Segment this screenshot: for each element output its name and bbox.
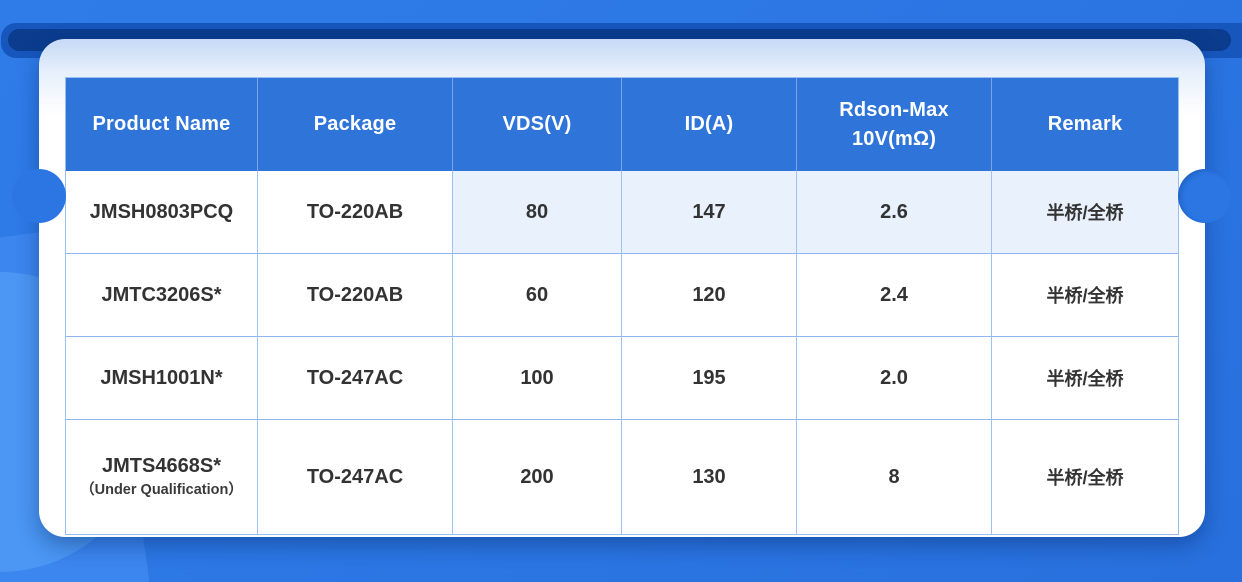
cell-id: 120 xyxy=(622,254,797,337)
cell-remark: 半桥/全桥 xyxy=(992,171,1178,254)
cell-rdson: 8 xyxy=(797,420,992,534)
column-header-package: Package xyxy=(258,78,453,171)
cell-product-name: JMSH0803PCQ xyxy=(66,171,258,254)
ticket-notch-right xyxy=(1178,169,1232,223)
column-header-vds: VDS(V) xyxy=(453,78,622,171)
column-header-rdson: Rdson-Max 10V(mΩ) xyxy=(797,78,992,171)
cell-package: TO-220AB xyxy=(258,171,453,254)
column-header-product-name: Product Name xyxy=(66,78,258,171)
cell-product-name: JMSH1001N* xyxy=(66,337,258,420)
cell-remark: 半桥/全桥 xyxy=(992,337,1178,420)
product-qualification-note: （Under Qualification） xyxy=(80,482,243,498)
column-header-rdson-line1: Rdson-Max xyxy=(839,98,949,121)
cell-vds: 80 xyxy=(453,171,622,254)
cell-package: TO-247AC xyxy=(258,337,453,420)
cell-product-name: JMTC3206S* xyxy=(66,254,258,337)
column-header-id: ID(A) xyxy=(622,78,797,171)
spec-card: Product Name Package VDS(V) ID(A) Rdson-… xyxy=(39,39,1205,537)
cell-remark: 半桥/全桥 xyxy=(992,254,1178,337)
cell-id: 130 xyxy=(622,420,797,534)
cell-product-name: JMTS4668S* （Under Qualification） xyxy=(66,420,258,534)
cell-package: TO-220AB xyxy=(258,254,453,337)
cell-remark: 半桥/全桥 xyxy=(992,420,1178,534)
product-spec-table: Product Name Package VDS(V) ID(A) Rdson-… xyxy=(65,77,1179,535)
product-name-text: JMTS4668S* xyxy=(102,455,221,477)
cell-package: TO-247AC xyxy=(258,420,453,534)
cell-rdson: 2.6 xyxy=(797,171,992,254)
column-header-rdson-line2: 10V(mΩ) xyxy=(851,127,937,150)
column-header-remark: Remark xyxy=(992,78,1178,171)
cell-vds: 60 xyxy=(453,254,622,337)
cell-id: 147 xyxy=(622,171,797,254)
cell-rdson: 2.4 xyxy=(797,254,992,337)
ticket-notch-left xyxy=(12,169,66,223)
cell-vds: 200 xyxy=(453,420,622,534)
cell-vds: 100 xyxy=(453,337,622,420)
cell-rdson: 2.0 xyxy=(797,337,992,420)
cell-id: 195 xyxy=(622,337,797,420)
